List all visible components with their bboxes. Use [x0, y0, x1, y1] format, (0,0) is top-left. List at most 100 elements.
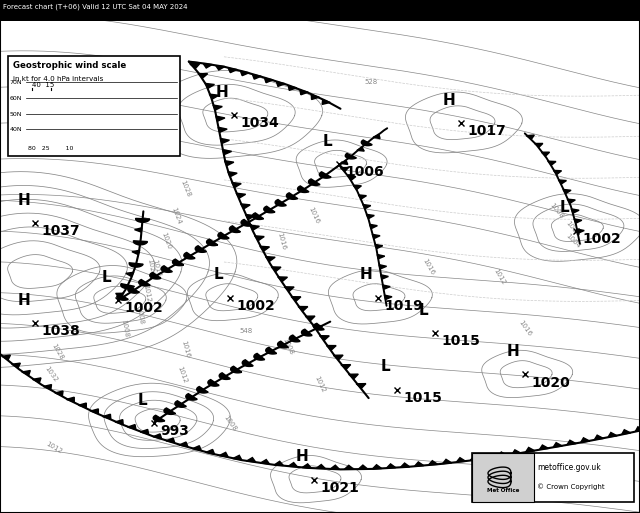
Polygon shape	[128, 287, 140, 293]
Polygon shape	[139, 280, 150, 286]
Text: 1019: 1019	[384, 299, 423, 312]
Polygon shape	[190, 64, 200, 68]
Polygon shape	[353, 185, 362, 189]
Polygon shape	[341, 365, 351, 369]
Text: 1028: 1028	[179, 180, 192, 198]
Polygon shape	[567, 199, 575, 203]
Polygon shape	[288, 463, 298, 467]
Polygon shape	[340, 167, 349, 171]
Polygon shape	[301, 329, 312, 336]
Polygon shape	[356, 384, 366, 388]
Text: 70N: 70N	[10, 80, 22, 85]
Text: 1037: 1037	[42, 224, 80, 238]
Text: 548: 548	[240, 328, 253, 334]
Polygon shape	[102, 414, 111, 419]
Polygon shape	[264, 206, 275, 213]
Polygon shape	[236, 193, 246, 198]
Polygon shape	[541, 152, 550, 156]
Polygon shape	[220, 139, 229, 144]
Text: 50N: 50N	[10, 112, 22, 117]
Text: 1038: 1038	[42, 324, 81, 338]
Text: 1012: 1012	[564, 220, 581, 237]
Polygon shape	[22, 370, 30, 375]
Polygon shape	[179, 442, 188, 446]
Polygon shape	[126, 272, 134, 277]
Polygon shape	[208, 380, 219, 386]
Polygon shape	[117, 294, 128, 300]
Polygon shape	[241, 71, 249, 75]
Polygon shape	[429, 461, 438, 465]
Polygon shape	[314, 323, 324, 330]
Text: H: H	[443, 93, 456, 108]
Polygon shape	[175, 401, 186, 407]
Polygon shape	[209, 94, 219, 99]
Polygon shape	[577, 229, 584, 233]
Polygon shape	[276, 82, 285, 87]
Text: H: H	[360, 267, 372, 282]
Polygon shape	[116, 293, 124, 297]
Polygon shape	[558, 180, 566, 184]
Polygon shape	[540, 445, 548, 449]
Polygon shape	[184, 252, 195, 259]
Polygon shape	[383, 285, 390, 289]
Polygon shape	[230, 226, 241, 232]
Polygon shape	[387, 464, 396, 468]
Text: 1012: 1012	[177, 365, 188, 384]
Polygon shape	[284, 287, 294, 291]
Polygon shape	[373, 135, 380, 139]
Polygon shape	[363, 205, 371, 209]
Polygon shape	[55, 391, 63, 396]
Polygon shape	[415, 462, 424, 466]
Polygon shape	[554, 443, 563, 447]
Polygon shape	[379, 265, 387, 269]
Polygon shape	[289, 335, 300, 342]
Polygon shape	[362, 140, 372, 146]
Polygon shape	[366, 214, 374, 219]
Polygon shape	[90, 409, 99, 413]
Polygon shape	[161, 266, 172, 272]
Polygon shape	[369, 224, 378, 229]
Text: 40N: 40N	[10, 127, 22, 132]
Polygon shape	[153, 415, 165, 422]
Text: 528: 528	[365, 79, 378, 85]
Polygon shape	[230, 366, 242, 373]
Polygon shape	[291, 297, 301, 301]
Text: 1008: 1008	[120, 319, 129, 338]
Polygon shape	[191, 62, 200, 66]
Text: 1016: 1016	[307, 206, 320, 225]
Polygon shape	[115, 420, 123, 424]
Polygon shape	[322, 100, 330, 104]
Text: H: H	[216, 85, 228, 100]
Polygon shape	[218, 127, 227, 132]
Polygon shape	[243, 360, 253, 366]
Text: 1012: 1012	[314, 376, 326, 394]
Polygon shape	[153, 434, 161, 439]
Polygon shape	[470, 456, 479, 460]
Text: metoffice.gov.uk: metoffice.gov.uk	[537, 463, 600, 472]
Text: H: H	[17, 293, 30, 308]
Text: 1004: 1004	[564, 233, 581, 249]
Polygon shape	[252, 213, 264, 220]
Polygon shape	[266, 347, 276, 354]
Polygon shape	[220, 452, 228, 457]
Polygon shape	[205, 84, 214, 88]
Text: 1012: 1012	[143, 284, 152, 303]
Polygon shape	[129, 263, 143, 267]
Polygon shape	[346, 153, 356, 159]
Polygon shape	[344, 465, 353, 469]
Polygon shape	[574, 219, 582, 223]
Polygon shape	[302, 464, 311, 468]
Text: L: L	[323, 134, 333, 149]
Polygon shape	[372, 234, 380, 239]
Polygon shape	[195, 246, 207, 252]
Polygon shape	[225, 161, 234, 166]
Polygon shape	[319, 172, 331, 178]
Text: 1008: 1008	[548, 202, 565, 219]
Polygon shape	[2, 355, 10, 360]
Polygon shape	[274, 461, 284, 465]
Text: 1012: 1012	[45, 440, 63, 455]
Text: 1015: 1015	[442, 334, 481, 348]
Bar	[0, 0, 640, 21]
Text: L: L	[559, 201, 570, 215]
Text: 1008: 1008	[282, 337, 294, 356]
